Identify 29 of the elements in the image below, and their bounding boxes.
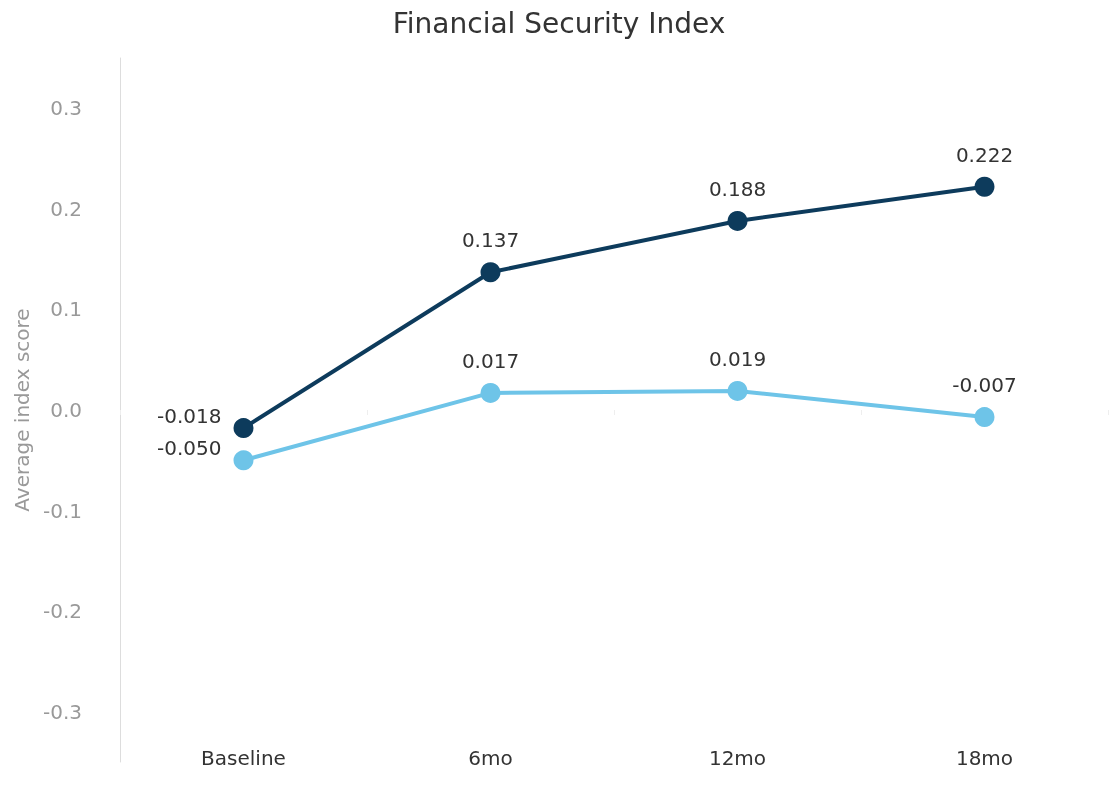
y-tick-label: -0.3 [42,699,82,724]
data-label: 0.017 [461,348,520,373]
y-tick-label: 0.1 [50,297,82,322]
point [233,450,254,471]
x-tick-label: Baseline [201,746,286,770]
data-label: -0.050 [157,436,222,461]
point [974,407,995,428]
x-tick-label: 6mo [468,746,513,770]
point [974,176,995,197]
chart-title: Financial Security Index [392,6,726,40]
y-axis-title: Average index score [10,308,34,512]
point [480,382,501,403]
point [480,262,501,283]
data-label: -0.018 [157,404,222,429]
point [727,380,748,401]
y-tick-label: 0.2 [50,196,82,221]
data-label: 0.188 [708,176,767,201]
point [727,210,748,231]
x-tick-label: 18mo [955,746,1014,770]
data-label: 0.019 [708,346,767,371]
y-tick-label: -0.2 [42,599,82,624]
data-label: 0.222 [955,142,1014,167]
point [233,418,254,439]
y-tick-label: 0.0 [50,398,82,422]
data-label: 0.137 [461,228,520,253]
y-tick-label: 0.3 [50,96,82,121]
x-tick-label: 12mo [708,746,767,770]
data-label: -0.007 [952,373,1017,398]
y-tick-label: -0.1 [42,498,82,523]
